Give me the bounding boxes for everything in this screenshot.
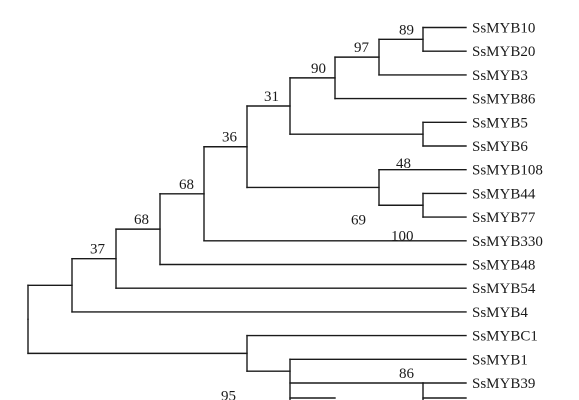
- support-value-n_36: 36: [222, 130, 238, 146]
- support-value-n_86: 90: [311, 61, 326, 77]
- support-value-n_c1: 95: [221, 388, 236, 400]
- leaf-label: SsMYB44: [472, 186, 536, 202]
- leaf-label: SsMYB86: [472, 92, 536, 108]
- support-value-n_5_6: 48: [396, 156, 411, 172]
- leaf-label: SsMYB108: [472, 163, 543, 179]
- leaf-label: SsMYB48: [472, 258, 535, 274]
- support-value-n_31: 31: [264, 89, 279, 105]
- leaf-label: SsMYB330: [472, 234, 543, 250]
- leaf-label: SsMYB10: [472, 21, 535, 37]
- support-value-n_3: 97: [354, 40, 370, 56]
- leaf-label: SsMYB54: [472, 281, 536, 297]
- leaf-labels: SsMYB10 SsMYB20 SsMYB3 SsMYB86 SsMYB5 SsMYB6 S…: [472, 21, 543, 393]
- support-value-n_44_77: 100: [391, 228, 414, 244]
- leaf-label: SsMYB4: [472, 305, 528, 321]
- support-value-n_108: 69: [351, 212, 366, 228]
- support-value-n_48: 68: [134, 212, 149, 228]
- leaf-label: SsMYB77: [472, 210, 536, 226]
- leaf-label: SsMYB39: [472, 376, 535, 392]
- leaf-label: SsMYB5: [472, 115, 528, 131]
- support-value-n_54: 37: [90, 242, 106, 258]
- leaf-label: SsMYB20: [472, 44, 535, 60]
- support-values: 89 97 90 48 31 100 69 36 68 68 37 86 95: [90, 22, 415, 400]
- tree-branches: [27, 26, 467, 400]
- support-value-n_39: 86: [399, 366, 415, 382]
- leaf-label: SsMYB3: [472, 68, 528, 84]
- leaf-label: SsMYB6: [472, 139, 528, 155]
- support-value-n_10_20: 89: [399, 22, 414, 38]
- leaf-label: SsMYB1: [472, 352, 528, 368]
- support-value-n_330: 68: [179, 177, 194, 193]
- leaf-label: SsMYBC1: [472, 329, 538, 345]
